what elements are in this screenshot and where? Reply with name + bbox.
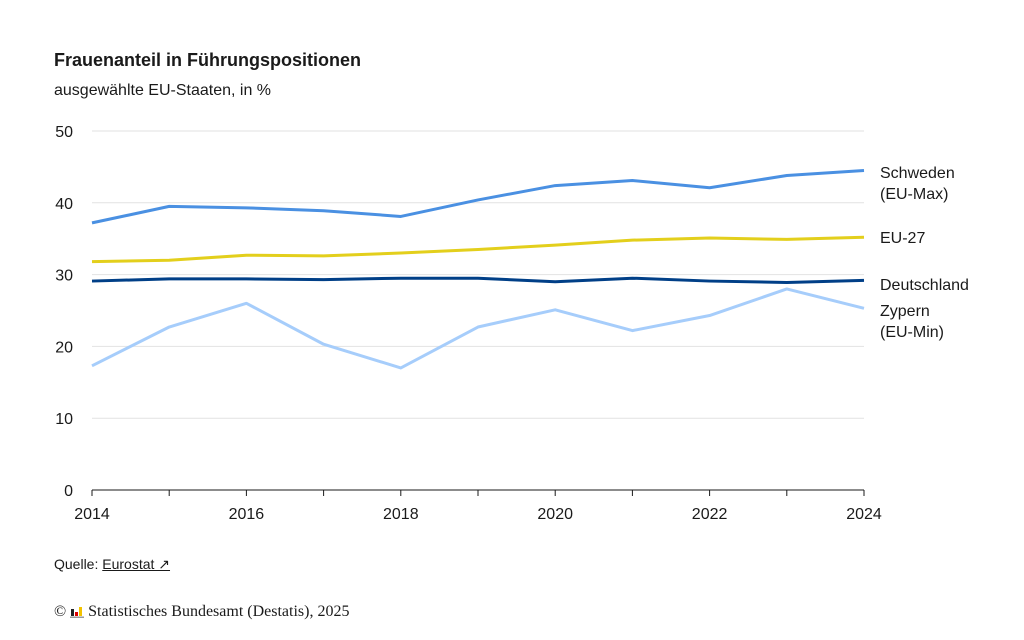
y-tick-label: 10 <box>55 411 73 428</box>
y-tick-label: 0 <box>64 483 73 500</box>
eurostat-link[interactable]: Eurostat ↗ <box>102 556 171 572</box>
series-label: Schweden <box>880 165 955 182</box>
series-line-3 <box>91 287 865 370</box>
line-chart: 0 10 20 30 40 50 2014 2016 2018 2020 2022 2024 Schwe… <box>55 124 969 523</box>
series-line-0 <box>91 168 865 225</box>
series-label: Zypern <box>880 303 930 320</box>
x-tick-label: 2022 <box>692 506 728 523</box>
series-label: (EU-Min) <box>880 324 944 341</box>
chart-title: Frauenanteil in Führungspositionen <box>54 50 362 70</box>
publisher: Statistisches Bundesamt (Destatis), 2025 <box>88 603 350 620</box>
source-label: Quelle: <box>54 556 99 572</box>
x-tick-label: 2024 <box>846 506 882 523</box>
series-label: Deutschland <box>880 277 969 294</box>
copyright-symbol: © <box>54 603 67 620</box>
x-tick-label: 2018 <box>383 506 419 523</box>
series-label: (EU-Max) <box>880 186 948 203</box>
copyright: © Statistisches Bundesamt (Destatis), 20… <box>54 603 349 621</box>
y-tick-label: 20 <box>55 339 73 356</box>
x-tick-label: 2020 <box>537 506 573 523</box>
y-tick-label: 40 <box>55 196 73 213</box>
series-line-2 <box>91 276 865 284</box>
x-tick-label: 2016 <box>229 506 265 523</box>
y-tick-label: 30 <box>55 268 73 285</box>
chart-subtitle: ausgewählte EU-Staaten, in % <box>54 82 272 99</box>
source: Quelle: Eurostat ↗ <box>54 556 170 573</box>
x-tick-label: 2014 <box>74 506 110 523</box>
y-tick-label: 50 <box>55 124 73 141</box>
destatis-logo-icon <box>70 607 85 618</box>
series-label: EU-27 <box>880 230 925 247</box>
